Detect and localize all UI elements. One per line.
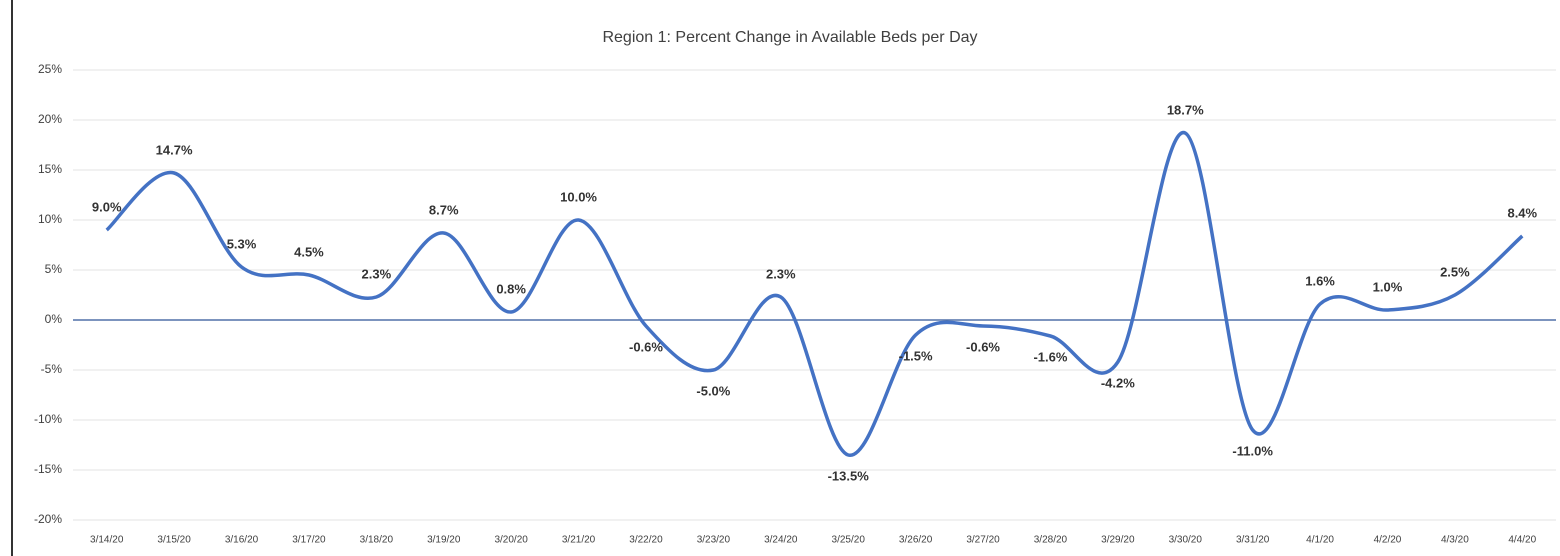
x-tick-label: 3/31/20 [1236,535,1270,546]
data-label: 18.7% [1167,102,1204,117]
x-tick-label: 3/24/20 [764,535,798,546]
y-tick-label: 20% [38,112,62,126]
x-tick-label: 3/27/20 [966,535,1000,546]
y-tick-label: -10% [34,412,62,426]
x-tick-label: 4/1/20 [1306,535,1334,546]
data-label: 10.0% [560,189,597,204]
x-tick-label: 3/15/20 [157,535,191,546]
data-label: -4.2% [1101,375,1135,390]
x-tick-label: 3/14/20 [90,535,124,546]
y-tick-label: -20% [34,512,62,526]
data-label: 8.4% [1507,205,1537,220]
x-tick-label: 3/16/20 [225,535,259,546]
y-tick-label: 25% [38,62,62,76]
x-tick-label: 3/20/20 [494,535,528,546]
data-label: 2.3% [362,266,392,281]
data-label: 4.5% [294,244,324,259]
y-tick-label: 5% [45,262,63,276]
data-label: -13.5% [828,468,870,483]
data-label: -1.6% [1033,349,1067,364]
y-tick-label: 0% [45,312,63,326]
x-tick-label: 3/18/20 [360,535,394,546]
x-tick-label: 3/25/20 [832,535,866,546]
data-label: 14.7% [156,142,193,157]
data-label: 0.8% [496,281,526,296]
x-tick-label: 4/2/20 [1374,535,1402,546]
y-tick-label: 10% [38,212,62,226]
x-tick-label: 3/30/20 [1169,535,1203,546]
data-label: 8.7% [429,202,459,217]
x-tick-label: 3/26/20 [899,535,933,546]
x-tick-label: 3/29/20 [1101,535,1135,546]
y-tick-label: 15% [38,162,62,176]
data-label: 1.0% [1373,279,1403,294]
line [105,131,1524,457]
x-tick-label: 3/22/20 [629,535,663,546]
x-tick-label: 4/3/20 [1441,535,1469,546]
y-tick-label: -5% [41,362,63,376]
data-label: -5.0% [696,383,730,398]
data-label: -0.6% [966,339,1000,354]
x-tick-label: 3/19/20 [427,535,461,546]
data-label: -0.6% [629,339,663,354]
x-tick-label: 3/17/20 [292,535,326,546]
x-tick-label: 3/28/20 [1034,535,1068,546]
data-label: -1.5% [899,348,933,363]
x-tick-label: 4/4/20 [1508,535,1536,546]
x-tick-label: 3/21/20 [562,535,596,546]
data-label: 5.3% [227,236,257,251]
data-label: -11.0% [1232,443,1273,458]
y-tick-label: -15% [34,462,62,476]
data-label: 2.5% [1440,264,1470,279]
x-tick-label: 3/23/20 [697,535,731,546]
data-label: 2.3% [766,266,796,281]
data-label: 9.0% [92,199,122,214]
chart-title: Region 1: Percent Change in Available Be… [602,29,977,46]
data-label: 1.6% [1305,273,1335,288]
